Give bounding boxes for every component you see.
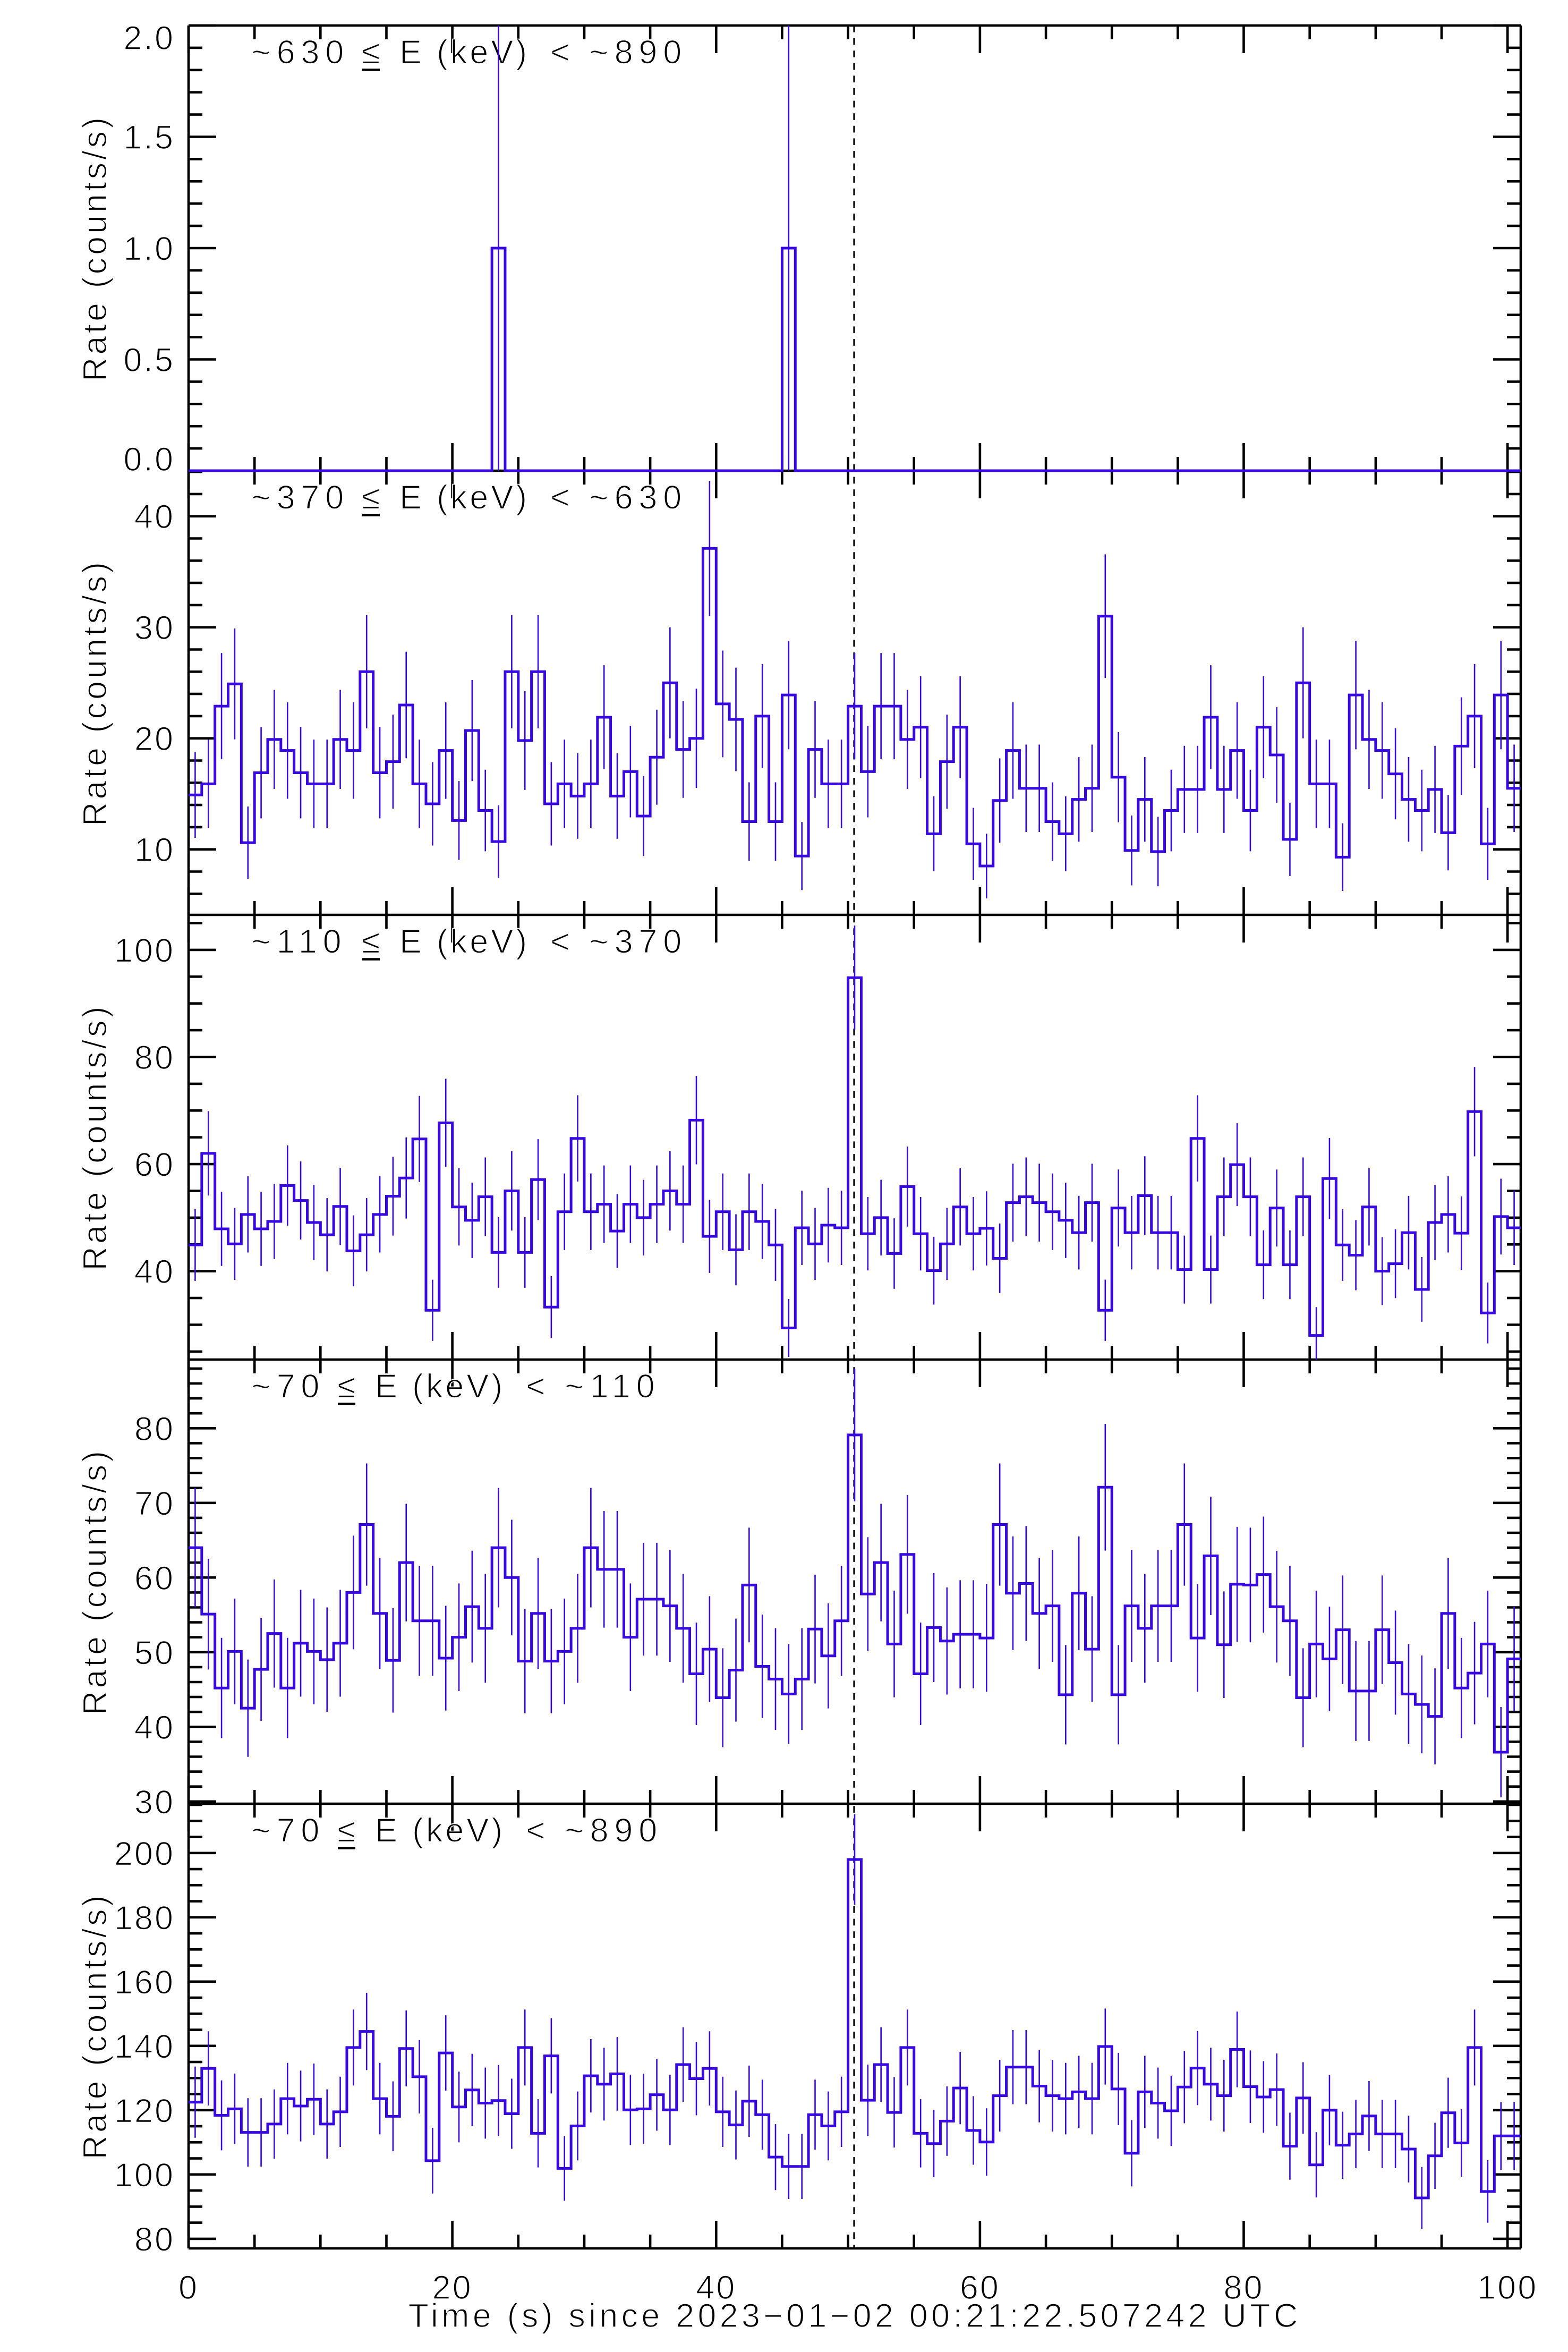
svg-text:180: 180: [114, 1899, 175, 1937]
svg-text:40: 40: [696, 2269, 736, 2306]
svg-text:~890: ~890: [565, 1812, 663, 1849]
svg-text:Rate (counts/s): Rate (counts/s): [76, 1004, 114, 1270]
svg-text:0.5: 0.5: [123, 342, 175, 379]
svg-text:~110: ~110: [565, 1368, 660, 1405]
svg-text:40: 40: [134, 1709, 175, 1746]
svg-text:~110: ~110: [251, 923, 347, 961]
svg-text:~70: ~70: [251, 1368, 325, 1405]
svg-text:120: 120: [114, 2092, 175, 2129]
svg-text:(keV): (keV): [437, 34, 530, 71]
svg-text:60: 60: [960, 2269, 1000, 2306]
svg-text:80: 80: [134, 2221, 175, 2258]
svg-text:Rate (counts/s): Rate (counts/s): [76, 1892, 114, 2159]
svg-text:~630: ~630: [589, 479, 687, 516]
svg-text:0: 0: [178, 2269, 199, 2306]
svg-text:40: 40: [134, 1253, 175, 1290]
svg-text:Rate (counts/s): Rate (counts/s): [76, 559, 114, 826]
svg-text:<: <: [526, 1812, 546, 1849]
svg-text:100: 100: [114, 2156, 175, 2194]
svg-text:~630: ~630: [251, 34, 350, 71]
svg-text:1.5: 1.5: [123, 119, 175, 156]
svg-text:1.0: 1.0: [123, 231, 175, 268]
svg-text:≤: ≤: [337, 1368, 356, 1405]
svg-text:Rate (counts/s): Rate (counts/s): [76, 115, 114, 381]
svg-text:<: <: [550, 479, 570, 516]
svg-text:20: 20: [134, 720, 175, 758]
svg-text:Time (s) since 2023−01−02 00:2: Time (s) since 2023−01−02 00:21:22.50724…: [408, 2297, 1301, 2334]
svg-text:E: E: [399, 479, 422, 516]
svg-text:80: 80: [134, 1411, 175, 1448]
svg-text:E: E: [375, 1368, 397, 1405]
svg-text:Rate (counts/s): Rate (counts/s): [76, 1448, 114, 1715]
svg-text:<: <: [550, 34, 570, 71]
svg-text:<: <: [526, 1368, 546, 1405]
svg-text:~70: ~70: [251, 1812, 325, 1849]
svg-text:~890: ~890: [589, 34, 687, 71]
svg-text:100: 100: [114, 932, 175, 969]
svg-text:30: 30: [134, 1784, 175, 1821]
svg-text:E: E: [399, 923, 422, 961]
svg-text:(keV): (keV): [437, 479, 530, 516]
svg-text:20: 20: [432, 2269, 473, 2306]
svg-text:140: 140: [114, 2028, 175, 2065]
svg-text:100: 100: [1477, 2269, 1538, 2306]
svg-text:≤: ≤: [362, 923, 380, 961]
svg-text:0.0: 0.0: [123, 441, 175, 478]
svg-text:≤: ≤: [337, 1812, 356, 1849]
svg-text:(keV): (keV): [437, 923, 530, 961]
svg-text:<: <: [550, 923, 570, 961]
svg-text:E: E: [375, 1812, 397, 1849]
svg-text:≤: ≤: [362, 34, 380, 71]
svg-text:70: 70: [134, 1485, 175, 1522]
svg-text:30: 30: [134, 609, 175, 647]
svg-text:≤: ≤: [362, 479, 380, 516]
svg-text:160: 160: [114, 1964, 175, 2001]
svg-text:~370: ~370: [589, 923, 687, 961]
svg-text:40: 40: [134, 498, 175, 536]
svg-text:(keV): (keV): [412, 1368, 505, 1405]
svg-text:60: 60: [134, 1560, 175, 1597]
svg-text:60: 60: [134, 1147, 175, 1184]
svg-text:80: 80: [134, 1039, 175, 1076]
svg-text:80: 80: [1223, 2269, 1264, 2306]
svg-text:(keV): (keV): [412, 1812, 505, 1849]
svg-text:10: 10: [134, 831, 175, 869]
svg-text:200: 200: [114, 1835, 175, 1872]
svg-text:2.0: 2.0: [123, 20, 175, 57]
svg-text:E: E: [399, 34, 422, 71]
svg-text:50: 50: [134, 1634, 175, 1671]
svg-text:~370: ~370: [251, 479, 350, 516]
